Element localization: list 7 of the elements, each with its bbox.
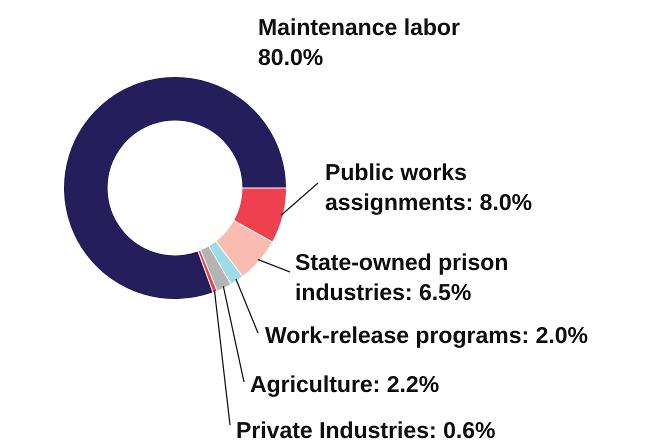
data-label: 80.0% [258,44,324,70]
slice-label: Private Industries: 0.6% [236,417,496,443]
slice-label: Maintenance labor [258,14,460,40]
slice-label: Work-release programs: 2.0% [265,322,588,348]
slice-label: State-owned prison industries: 6.5% [295,249,508,305]
slice-label: Agriculture: 2.2% [250,371,440,397]
slice-label: Public works assignments: 8.0% [325,159,532,215]
